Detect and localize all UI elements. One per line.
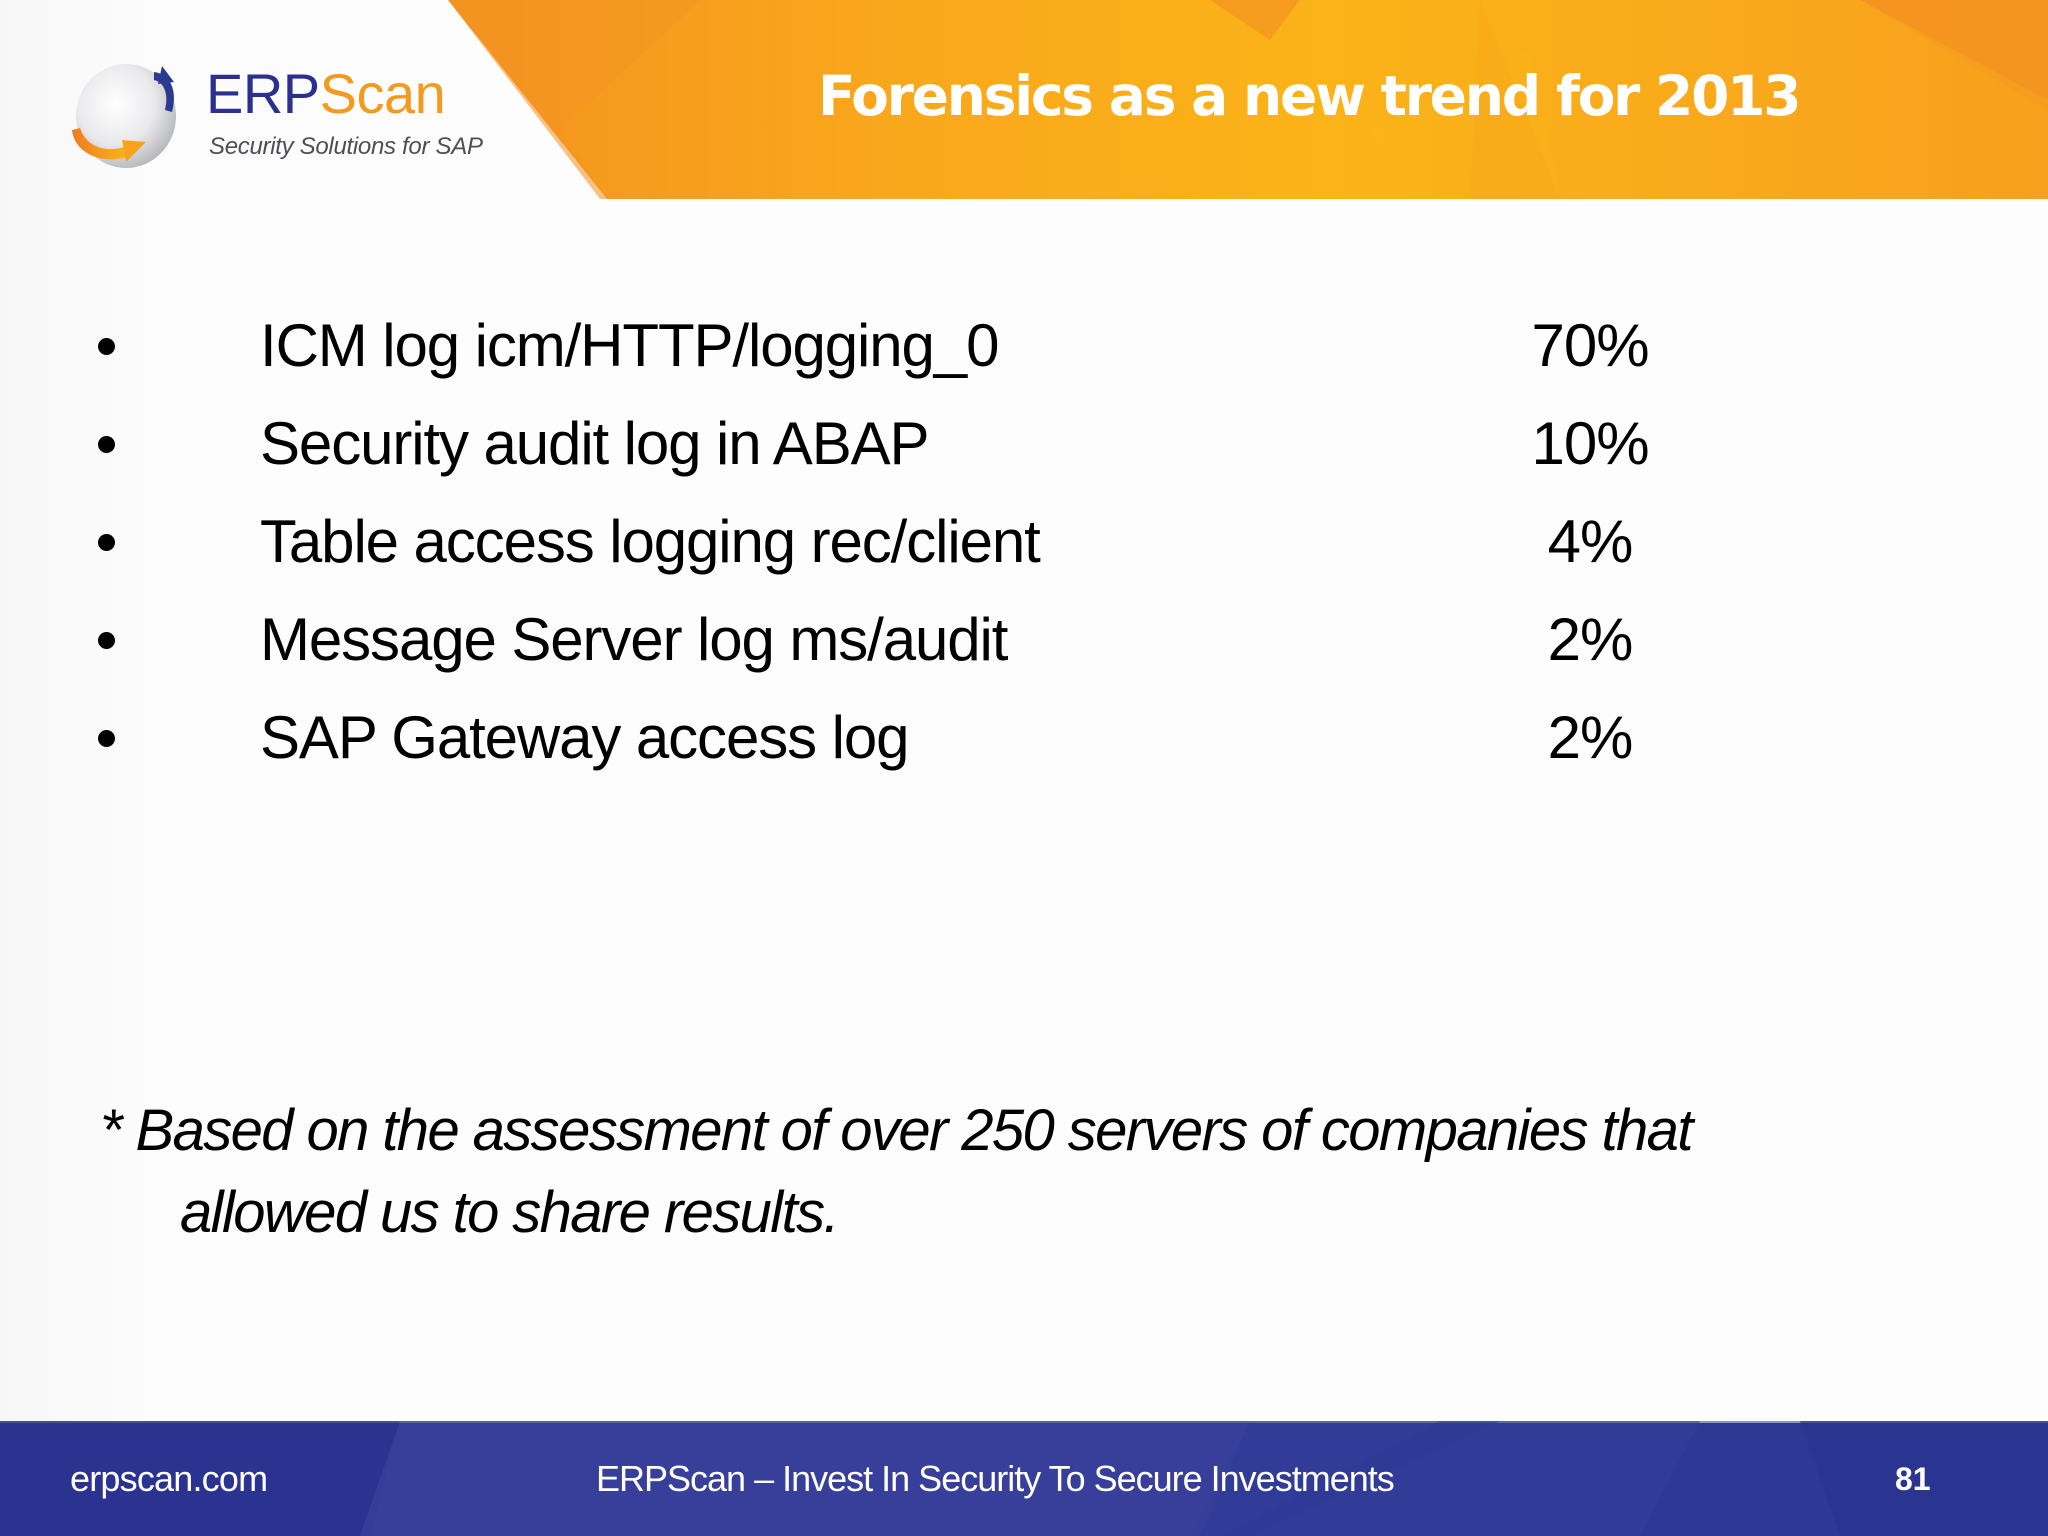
list-item-value: 10% bbox=[1531, 410, 1649, 477]
list-item: SAP Gateway access log 2% bbox=[0, 692, 2048, 790]
erpscan-logo[interactable]: ERPScan Security Solutions for SAP bbox=[66, 58, 506, 176]
footer-tagline: ERPScan – Invest In Security To Secure I… bbox=[596, 1458, 1395, 1499]
footnote: * Based on the assessment of over 250 se… bbox=[100, 1090, 1980, 1254]
bullet-icon bbox=[98, 632, 115, 649]
list-item: Security audit log in ABAP 10% bbox=[0, 398, 2048, 496]
bullet-icon bbox=[98, 730, 115, 747]
list-item: Message Server log ms/audit 2% bbox=[0, 594, 2048, 692]
page-number: 81 bbox=[1895, 1461, 1931, 1497]
logo-wordmark-scan: Scan bbox=[319, 62, 446, 125]
list-item: ICM log icm/HTTP/logging_0 70% bbox=[0, 300, 2048, 398]
slide-title: Forensics as a new trend for 2013 bbox=[818, 64, 1802, 128]
bullet-icon bbox=[98, 534, 115, 551]
log-statistics-list: ICM log icm/HTTP/logging_0 70% Security … bbox=[0, 300, 2048, 790]
bullet-icon bbox=[98, 436, 115, 453]
footer: erpscan.com ERPScan – Invest In Security… bbox=[0, 1421, 2048, 1536]
list-item-value: 2% bbox=[1547, 606, 1634, 673]
bullet-icon bbox=[98, 338, 115, 355]
footer-background bbox=[0, 1421, 2048, 1536]
list-item-label: SAP Gateway access log bbox=[260, 704, 909, 771]
footer-website-link[interactable]: erpscan.com bbox=[70, 1458, 268, 1499]
list-item-value: 70% bbox=[1531, 312, 1649, 379]
logo-wordmark: ERPScan bbox=[206, 62, 446, 125]
footnote-line-2: allowed us to share results. bbox=[180, 1180, 840, 1245]
header-background bbox=[448, 0, 2048, 199]
list-item-label: Security audit log in ABAP bbox=[260, 410, 930, 477]
logo-tagline: Security Solutions for SAP bbox=[209, 133, 483, 160]
globe-arrows-icon bbox=[72, 64, 176, 168]
list-item: Table access logging rec/client 4% bbox=[0, 496, 2048, 594]
logo-wordmark-erp: ERP bbox=[206, 62, 320, 125]
footnote-line-1: * Based on the assessment of over 250 se… bbox=[100, 1098, 1693, 1163]
list-item-label: Table access logging rec/client bbox=[260, 508, 1041, 575]
list-item-label: Message Server log ms/audit bbox=[260, 606, 1008, 673]
list-item-value: 2% bbox=[1547, 704, 1634, 771]
list-item-value: 4% bbox=[1547, 508, 1634, 575]
header-band bbox=[0, 0, 2048, 199]
list-item-label: ICM log icm/HTTP/logging_0 bbox=[260, 312, 999, 379]
